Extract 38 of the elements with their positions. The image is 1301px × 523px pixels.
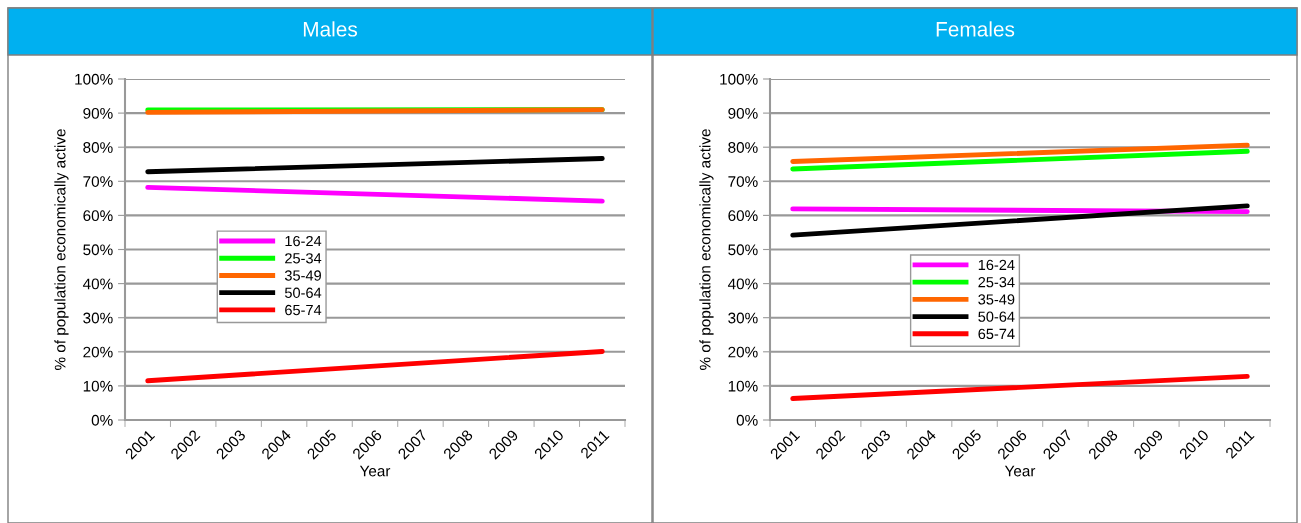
legend-label: 25-34: [978, 277, 1015, 288]
y-tick-label: 50%: [83, 244, 113, 256]
y-tick-label: 30%: [83, 312, 113, 324]
y-tick-label: 50%: [728, 244, 758, 256]
y-tick-label: 20%: [83, 346, 113, 358]
y-axis-title: % of population economically active: [699, 129, 714, 370]
y-tick-label: 90%: [728, 107, 758, 119]
y-tick-label: 0%: [736, 414, 758, 426]
y-tick-label: 70%: [728, 176, 758, 187]
y-tick-label: 40%: [82, 278, 113, 290]
y-tick-label: 30%: [728, 312, 758, 324]
y-tick-label: 80%: [83, 142, 113, 153]
chart-title: Females: [936, 21, 1015, 37]
y-tick-label: 100%: [75, 73, 113, 85]
legend-label: 25-34: [285, 253, 322, 264]
y-tick-label: 10%: [83, 380, 113, 392]
x-axis-title: Year: [359, 465, 391, 477]
y-tick-label: 80%: [728, 142, 758, 153]
legend-label: 16-24: [285, 235, 322, 247]
y-tick-label: 60%: [83, 210, 113, 222]
x-axis-title: Year: [1004, 465, 1036, 477]
y-tick-label: 90%: [83, 107, 113, 119]
legend-label: 16-24: [978, 259, 1015, 271]
y-tick-label: 60%: [728, 210, 758, 222]
y-tick-label: 20%: [728, 346, 758, 358]
y-tick-label: 40%: [727, 278, 758, 290]
legend-label: 65-74: [978, 328, 1015, 340]
legend-label: 50-64: [284, 287, 322, 298]
y-tick-label: 100%: [720, 73, 758, 85]
legend-label: 50-64: [978, 311, 1015, 322]
chart-title: Males: [303, 21, 358, 37]
legend-label: 35-49: [978, 294, 1015, 305]
y-tick-label: 10%: [728, 380, 758, 392]
legend-label: 65-74: [285, 304, 322, 316]
y-tick-label: 0%: [91, 414, 113, 426]
y-axis-title: % of population economically active: [54, 129, 69, 370]
y-tick-label: 70%: [83, 176, 113, 187]
legend-label: 35-49: [284, 270, 321, 281]
